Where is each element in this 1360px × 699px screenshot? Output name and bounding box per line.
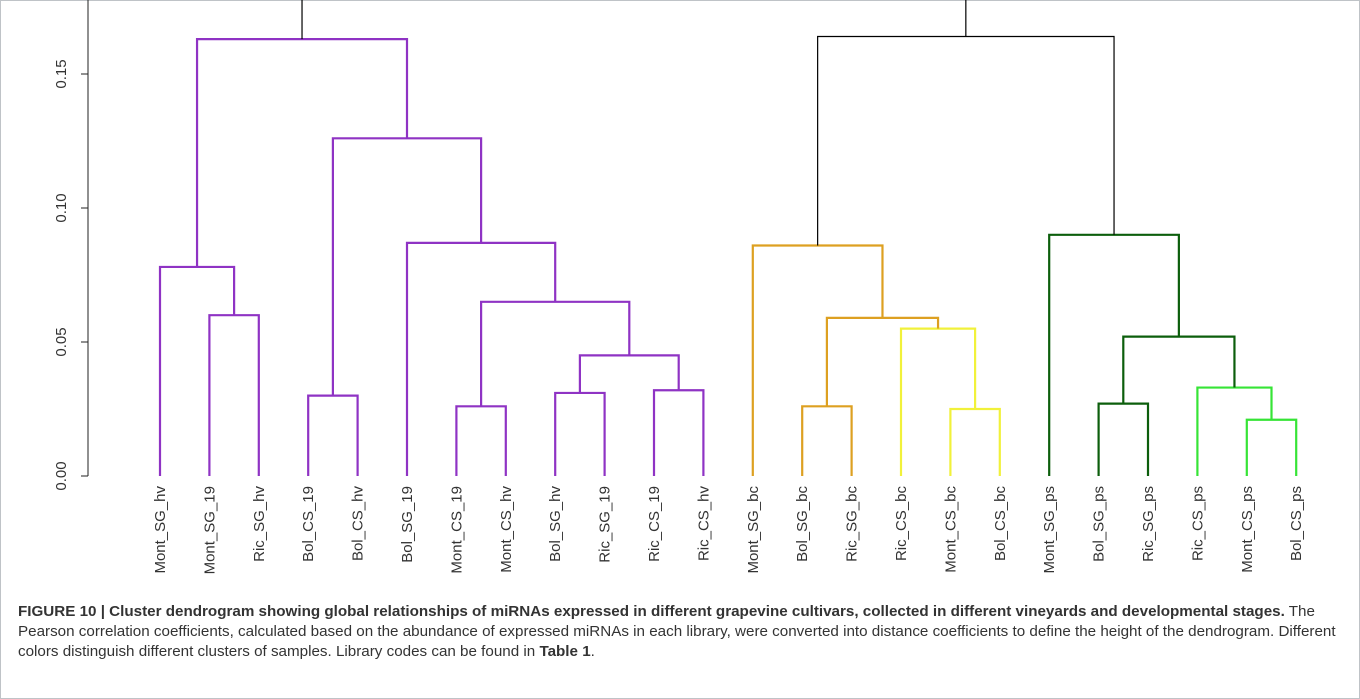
leaf-label: Mont_SG_bc (745, 486, 762, 574)
y-tick-label: 0.05 (53, 327, 70, 356)
leaf-label: Ric_CS_hv (695, 486, 712, 562)
leaf-label: Mont_SG_ps (1041, 486, 1058, 574)
dendrogram-branch (578, 354, 680, 393)
leaf-label: Mont_SG_hv (152, 486, 169, 574)
figure-caption: FIGURE 10 | Cluster dendrogram showing g… (18, 602, 1340, 662)
leaf-label: Mont_SG_19 (201, 486, 218, 574)
leaf-label: Mont_CS_ps (1239, 486, 1256, 573)
dendrogram-chart: 0.000.050.100.150.200.250.30Mont_SG_hvMo… (53, 0, 1305, 574)
dendrogram-branch (899, 327, 977, 476)
dendrogram-branch (1048, 233, 1180, 476)
dendrogram-branch (1122, 335, 1236, 404)
dendrogram-branch (949, 407, 1001, 476)
dendrogram-branch (158, 265, 236, 476)
leaf-label: Ric_SG_ps (1140, 486, 1157, 562)
y-tick-label: 0.00 (53, 461, 70, 490)
caption-text: The Pearson correlation coefficients, ca… (18, 603, 1336, 660)
dendrogram-branch (554, 391, 606, 476)
dendrogram-branch (1196, 386, 1273, 476)
dendrogram-branch (1245, 418, 1298, 476)
caption-label: FIGURE 10 | Cluster dendrogram showing g… (18, 603, 1285, 620)
caption-table-ref: Table 1 (539, 643, 591, 660)
leaf-label: Ric_SG_19 (597, 486, 614, 563)
leaf-label: Mont_CS_hv (498, 486, 515, 573)
leaf-label: Bol_CS_hv (350, 486, 367, 562)
leaf-label: Bol_SG_19 (399, 486, 416, 563)
leaf-label: Ric_CS_bc (893, 486, 910, 562)
leaf-label: Bol_CS_19 (300, 486, 317, 562)
dendrogram-branch (817, 35, 1115, 246)
dendrogram-branch (652, 389, 705, 476)
leaf-label: Ric_SG_bc (844, 486, 861, 562)
leaf-label: Bol_CS_bc (992, 486, 1009, 562)
dendrogram-branch (455, 405, 507, 476)
leaf-label: Ric_CS_ps (1189, 486, 1206, 561)
leaf-label: Bol_CS_ps (1288, 486, 1305, 561)
y-tick-label: 0.15 (53, 59, 70, 88)
dendrogram-branch (307, 394, 359, 476)
dendrogram-branch (301, 0, 967, 40)
leaf-label: Ric_SG_hv (251, 486, 268, 562)
leaf-label: Mont_CS_19 (448, 486, 465, 574)
leaf-label: Mont_CS_bc (942, 486, 959, 573)
caption-end: . (590, 643, 595, 660)
y-tick-label: 0.10 (53, 193, 70, 222)
leaf-label: Bol_SG_ps (1091, 486, 1108, 562)
dendrogram-branch (801, 405, 853, 476)
leaf-label: Ric_CS_19 (646, 486, 663, 562)
dendrogram-branch (751, 244, 884, 476)
dendrogram-branch (1097, 402, 1150, 476)
dendrogram-branch (480, 300, 631, 407)
dendrogram-branch (208, 314, 260, 476)
dendrogram-branch (825, 316, 940, 407)
dendrogram-branch (195, 38, 409, 267)
leaf-label: Bol_SG_bc (794, 486, 811, 562)
leaf-label: Bol_SG_hv (547, 486, 564, 562)
